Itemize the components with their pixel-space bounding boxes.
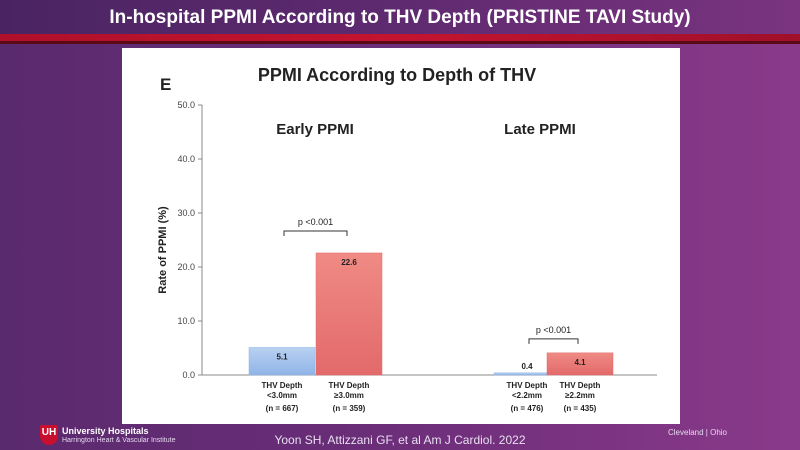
y-tick-label: 10.0	[177, 316, 195, 326]
y-tick-label: 20.0	[177, 262, 195, 272]
y-tick-label: 50.0	[177, 100, 195, 110]
bar	[248, 347, 316, 376]
group-title: Early PPMI	[276, 121, 354, 138]
group-title: Late PPMI	[504, 121, 576, 138]
bar-value-label: 0.4	[521, 362, 533, 371]
city-label: Cleveland | Ohio	[668, 428, 727, 437]
category-label-line2: <2.2mm	[512, 391, 542, 400]
category-label-line1: THV Depth	[262, 381, 303, 390]
citation: Yoon SH, Attizzani GF, et al Am J Cardio…	[274, 433, 526, 447]
p-value-bracket	[283, 230, 348, 236]
category-n-label: (n = 476)	[511, 404, 544, 413]
y-tick-label: 0.0	[182, 370, 195, 380]
title-accent-band	[0, 34, 800, 44]
ppmi-bar-chart: E PPMI According to Depth of THV 0.0 10.0 20…	[157, 65, 657, 413]
bar	[315, 252, 383, 376]
chart-title: PPMI According to Depth of THV	[258, 65, 536, 85]
bar-value-label: 4.1	[574, 358, 586, 367]
chart-panel: E PPMI According to Depth of THV 0.0 10.0 20…	[122, 48, 680, 424]
category-label-line2: ≥2.2mm	[565, 391, 595, 400]
y-tick-label: 40.0	[177, 154, 195, 164]
p-value-bracket	[528, 338, 579, 344]
y-axis-label: Rate of PPMI (%)	[157, 206, 169, 294]
p-value-label: p <0.001	[298, 217, 333, 227]
category-n-label: (n = 359)	[333, 404, 366, 413]
category-label-line2: <3.0mm	[267, 391, 297, 400]
category-label-line1: THV Depth	[507, 381, 548, 390]
category-label-line2: ≥3.0mm	[334, 391, 364, 400]
category-n-label: (n = 435)	[564, 404, 597, 413]
category-label-line1: THV Depth	[329, 381, 370, 390]
university-hospitals-logo: UH University Hospitals Harrington Heart…	[40, 425, 210, 449]
logo-name: University Hospitals	[62, 426, 149, 436]
y-tick-label: 30.0	[177, 208, 195, 218]
title-accent-band-dark	[0, 41, 800, 44]
logo-subtitle: Harrington Heart & Vascular Institute	[62, 437, 176, 444]
p-value-label: p <0.001	[536, 325, 571, 335]
category-label-line1: THV Depth	[560, 381, 601, 390]
bar-value-label: 22.6	[341, 258, 357, 267]
panel-letter: E	[160, 75, 171, 94]
uh-shield-icon: UH	[40, 425, 58, 445]
slide-title: In-hospital PPMI According to THV Depth …	[0, 0, 800, 34]
bar-value-label: 5.1	[276, 352, 288, 361]
bar	[546, 352, 614, 376]
category-n-label: (n = 667)	[266, 404, 299, 413]
